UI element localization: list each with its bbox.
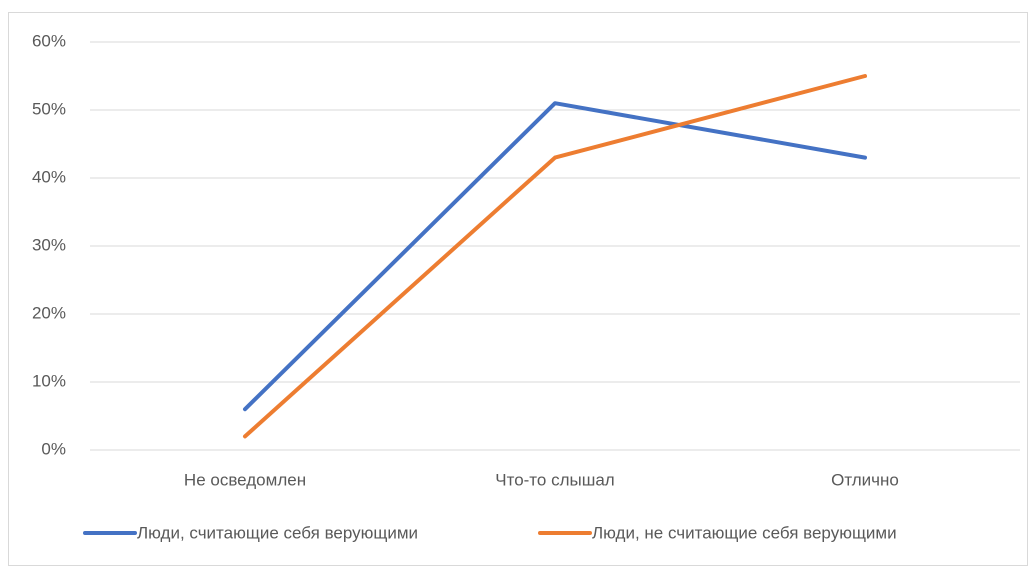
x-tick-label: Отлично	[831, 470, 899, 489]
data-line	[243, 101, 867, 412]
legend-label: Люди, не считающие себя верующими	[592, 523, 897, 542]
x-tick-label: Что-то слышал	[495, 470, 614, 489]
data-line	[243, 74, 867, 439]
y-tick-label: 50%	[32, 99, 66, 118]
chart-border	[8, 12, 1028, 566]
y-tick-label: 0%	[41, 439, 66, 458]
y-tick-label: 10%	[32, 371, 66, 390]
y-tick-label: 20%	[32, 303, 66, 322]
y-tick-label: 40%	[32, 167, 66, 186]
y-tick-label: 60%	[32, 31, 66, 50]
x-tick-label: Не осведомлен	[184, 470, 306, 489]
legend-label: Люди, считающие себя верующими	[137, 523, 418, 542]
y-tick-label: 30%	[32, 235, 66, 254]
